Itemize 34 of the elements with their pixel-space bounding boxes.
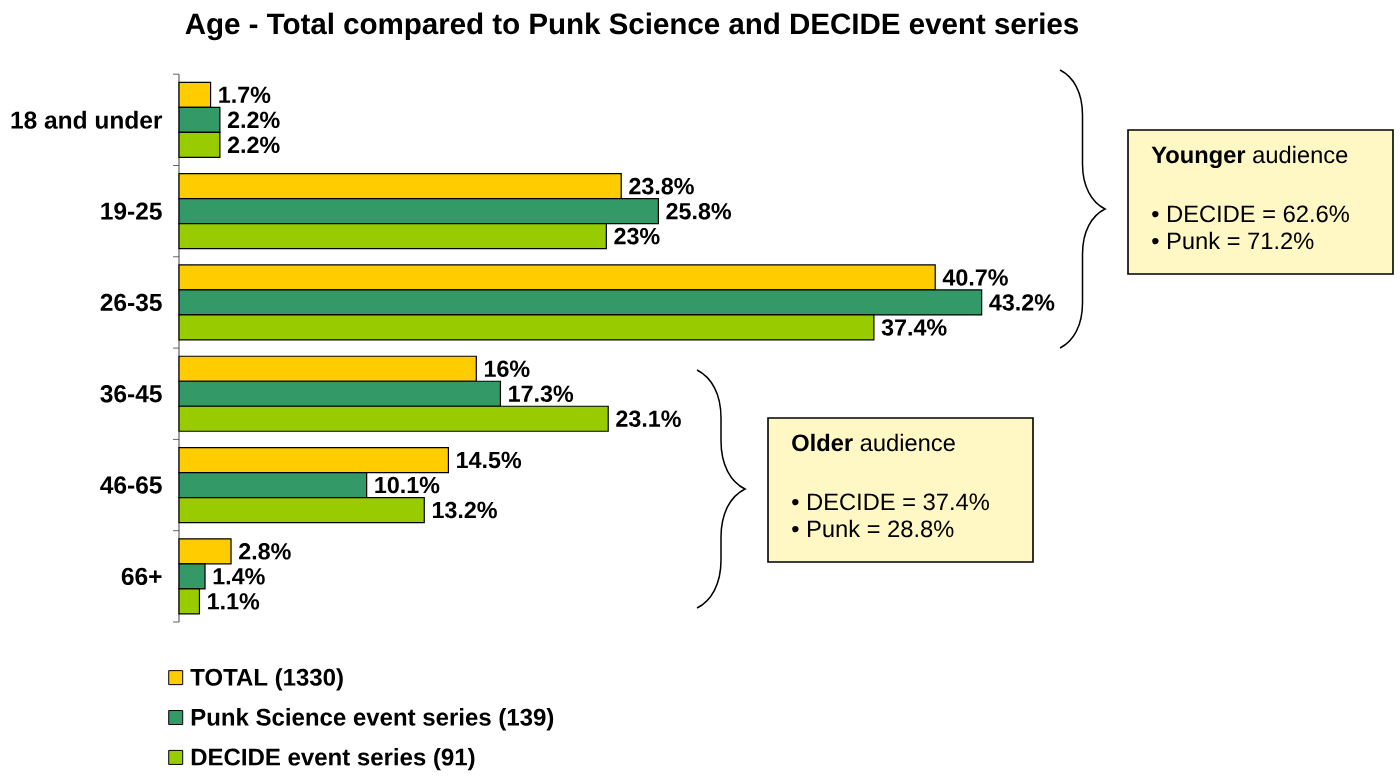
data-label: 40.7%	[942, 269, 1008, 286]
data-label: 17.3%	[509, 385, 574, 403]
data-label: 23%	[614, 227, 660, 245]
data-label: 1.4%	[213, 568, 265, 585]
y-tick-label: 26-35	[100, 293, 162, 312]
legend-label: Punk Science event series (139)	[191, 708, 554, 731]
y-tick-label: 18 and under	[11, 110, 163, 129]
data-label: 14.5%	[457, 451, 522, 469]
data-label: 23.1%	[616, 410, 681, 428]
chart-title: Age - Total compared to Punk Science and DECIDE event series	[185, 12, 1079, 41]
text: Younger audience	[1151, 145, 1348, 169]
y-tick-label: 46-65	[100, 476, 162, 494]
legend-label: TOTAL (1330)	[190, 668, 343, 691]
data-label: 1.1%	[208, 593, 260, 610]
annotation: • Punk = 28.8%	[792, 519, 954, 538]
data-label: 16%	[484, 360, 530, 377]
annotation: • DECIDE = 37.4%	[792, 493, 989, 511]
data-label: 13.2%	[432, 501, 497, 519]
data-label: 2.2%	[227, 111, 280, 129]
data-label: 23.8%	[629, 177, 694, 195]
y-tick-label: 19-25	[101, 202, 162, 220]
y-tick-label: 66+	[121, 567, 162, 586]
annotation: Older audience	[792, 433, 955, 452]
text: • Punk = 71.2%	[1152, 231, 1314, 250]
data-label: 2.2%	[227, 136, 280, 154]
text: • DECIDE = 62.6%	[1152, 205, 1349, 223]
data-label: 25.8%	[666, 202, 732, 220]
legend-label: DECIDE event series (91)	[191, 747, 475, 771]
data-label: 1.7%	[219, 86, 271, 104]
data-label: 10.1%	[375, 476, 440, 494]
data-label: 37.4%	[881, 319, 947, 336]
data-label: 43.2%	[989, 294, 1055, 311]
data-label: 2.8%	[239, 543, 291, 560]
y-tick-label: 36-45	[100, 385, 162, 403]
